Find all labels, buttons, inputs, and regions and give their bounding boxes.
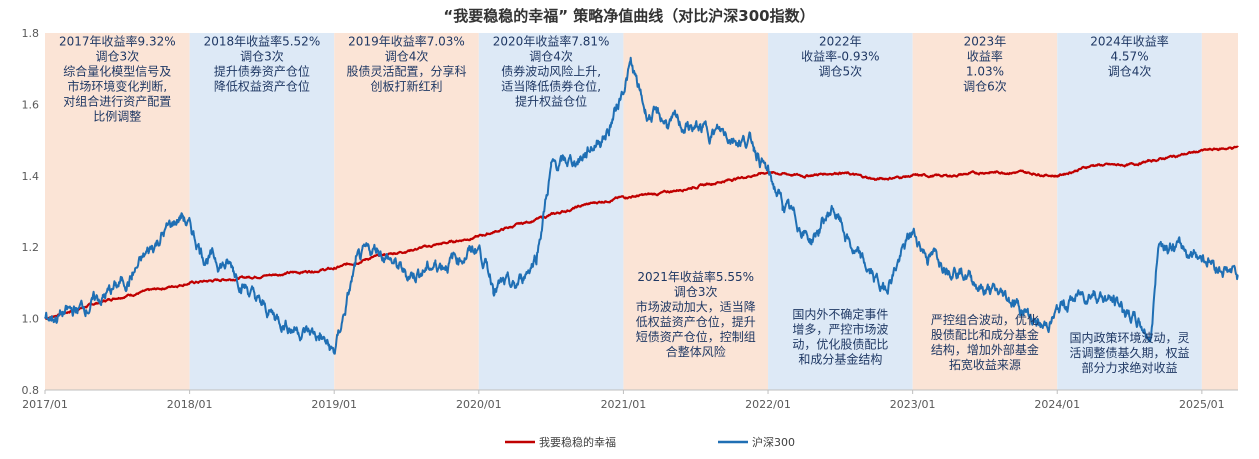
annotation-7: 国内外不确定事件增多，严控市场波动，优化股债配比和成分基金结构 xyxy=(792,307,888,367)
series-line-csi300 xyxy=(44,56,1239,355)
annotation-3: 2019年收益率7.03%调仓4次股债灵活配置，分享科创板打新红利 xyxy=(347,33,467,93)
chart-title: “我要稳稳的幸福” 策略净值曲线（对比沪深300指数） xyxy=(443,7,814,25)
annotation-line: 2017年收益率9.32% xyxy=(59,33,176,48)
x-tick-label: 2020/01 xyxy=(456,398,502,411)
annotation-line: 部分力求绝对收益 xyxy=(1082,360,1178,375)
band-3 xyxy=(334,33,479,390)
annotation-line: 收益率 xyxy=(967,48,1003,63)
period-bands xyxy=(45,33,1238,390)
legend-label-1: 我要稳稳的幸福 xyxy=(539,435,616,449)
annotation-line: 拓宽收益来源 xyxy=(949,357,1021,372)
annotation-line: 适当降低债券仓位, xyxy=(501,78,601,93)
band-5 xyxy=(623,33,769,390)
band-9 xyxy=(1201,33,1238,390)
y-tick-label: 1.4 xyxy=(22,170,40,183)
annotation-line: 严控组合波动，优化 xyxy=(931,312,1039,327)
annotation-line: 调仓4次 xyxy=(529,49,573,63)
annotation-line: 低权益资产仓位，提升 xyxy=(636,314,756,329)
annotation-line: 股债灵活配置，分享科 xyxy=(347,63,467,78)
annotation-line: 活调整债基久期，权益 xyxy=(1070,345,1190,360)
annotation-line: 提升债券资产仓位 xyxy=(214,63,310,78)
x-tick-label: 2025/01 xyxy=(1179,398,1225,411)
annotation-line: 2018年收益率5.52% xyxy=(204,33,321,48)
annotation-line: 债券波动风险上升, xyxy=(501,63,601,78)
annotation-line: 市场波动加大，适当降 xyxy=(636,299,756,314)
band-8 xyxy=(1057,33,1202,390)
band-1 xyxy=(45,33,190,390)
annotation-line: 提升权益仓位 xyxy=(515,93,587,108)
annotation-line: 和成分基金结构 xyxy=(798,352,882,367)
annotation-4: 2020年收益率7.81%调仓4次债券波动风险上升,适当降低债券仓位,提升权益仓… xyxy=(493,33,610,108)
annotation-line: 合整体风险 xyxy=(666,344,726,359)
y-tick-label: 1.2 xyxy=(22,241,40,254)
y-tick-label: 1.6 xyxy=(22,98,40,111)
annotation-line: 国内外不确定事件 xyxy=(792,307,888,322)
annotation-line: 调仓5次 xyxy=(819,64,863,78)
annotation-line: 2023年 xyxy=(964,34,1007,48)
annotation-line: 调仓3次 xyxy=(95,49,139,63)
annotation-line: 1.03% xyxy=(966,64,1004,78)
x-tick-label: 2018/01 xyxy=(167,398,213,411)
x-tick-label: 2021/01 xyxy=(601,398,647,411)
annotation-line: 收益率-0.93% xyxy=(801,48,879,63)
annotation-line: 2022年 xyxy=(819,34,862,48)
annotation-line: 2020年收益率7.81% xyxy=(493,33,610,48)
annotation-5: 2021年收益率5.55%调仓3次市场波动加大，适当降低权益资产仓位，提升短债资… xyxy=(636,269,756,359)
annotation-1: 2017年收益率9.32%调仓3次综合量化模型信号及市场环境变化判断,对组合进行… xyxy=(59,33,176,123)
annotation-line: 对组合进行资产配置 xyxy=(63,93,171,108)
band-4 xyxy=(478,33,624,390)
annotation-6: 2022年收益率-0.93%调仓5次 xyxy=(801,34,879,78)
series-layer xyxy=(44,56,1239,355)
annotation-line: 市场环境变化判断, xyxy=(67,78,167,93)
annotation-line: 短债资产仓位，控制组 xyxy=(636,329,756,344)
legend: 我要稳稳的幸福 沪深300 xyxy=(505,435,795,449)
x-tick-label: 2023/01 xyxy=(890,398,936,411)
band-7 xyxy=(912,33,1058,390)
annotation-line: 2024年收益率 xyxy=(1090,33,1169,48)
x-tick-label: 2024/01 xyxy=(1034,398,1080,411)
annotation-8: 2023年收益率 1.03%调仓6次 xyxy=(963,34,1007,93)
annotation-line: 降低权益资产仓位 xyxy=(214,78,310,93)
annotation-2: 2018年收益率5.52%调仓3次提升债券资产仓位降低权益资产仓位 xyxy=(204,33,321,93)
annotation-line: 动，优化股债配比 xyxy=(792,338,888,352)
annotation-line: 创板打新红利 xyxy=(371,78,443,93)
annotation-line: 增多，严控市场波 xyxy=(792,322,888,337)
annotation-line: 调仓3次 xyxy=(240,49,284,63)
x-tick-label: 2022/01 xyxy=(745,398,791,411)
band-6 xyxy=(768,33,913,390)
annotation-10: 2024年收益率 4.57%调仓4次 xyxy=(1090,33,1169,78)
annotation-line: 结构，增加外部基金 xyxy=(931,342,1039,357)
annotation-line: 调仓4次 xyxy=(1108,64,1152,78)
y-tick-label: 1.0 xyxy=(22,313,40,326)
annotation-9: 严控组合波动，优化股债配比和成分基金结构，增加外部基金拓宽收益来源 xyxy=(931,312,1039,372)
annotation-line: 调仓6次 xyxy=(963,79,1007,93)
annotation-line: 比例调整 xyxy=(93,108,141,123)
annotations: 2017年收益率9.32%调仓3次综合量化模型信号及市场环境变化判断,对组合进行… xyxy=(59,33,1190,374)
annotation-line: 股债配比和成分基金 xyxy=(931,327,1039,342)
annotation-line: 综合量化模型信号及 xyxy=(63,63,171,78)
annotation-line: 调仓3次 xyxy=(674,285,718,299)
y-tick-label: 1.8 xyxy=(22,27,40,40)
axes: 0.8 1.0 1.2 1.4 1.6 1.8 2017/01 2018/01 2019/01 2… xyxy=(22,27,1238,411)
annotation-line: 调仓4次 xyxy=(385,49,429,63)
annotation-line: 2021年收益率5.55% xyxy=(637,269,754,284)
annotation-line: 4.57% xyxy=(1110,49,1148,63)
x-tick-label: 2017/01 xyxy=(22,398,68,411)
annotation-line: 国内政策环境波动，灵 xyxy=(1070,330,1190,345)
x-tick-label: 2019/01 xyxy=(311,398,357,411)
y-tick-label: 0.8 xyxy=(22,384,40,397)
annotation-line: 2019年收益率7.03% xyxy=(348,33,465,48)
legend-label-2: 沪深300 xyxy=(752,435,795,449)
annotation-11: 国内政策环境波动，灵活调整债基久期，权益部分力求绝对收益 xyxy=(1070,330,1190,375)
series-line-strategy xyxy=(44,145,1239,320)
